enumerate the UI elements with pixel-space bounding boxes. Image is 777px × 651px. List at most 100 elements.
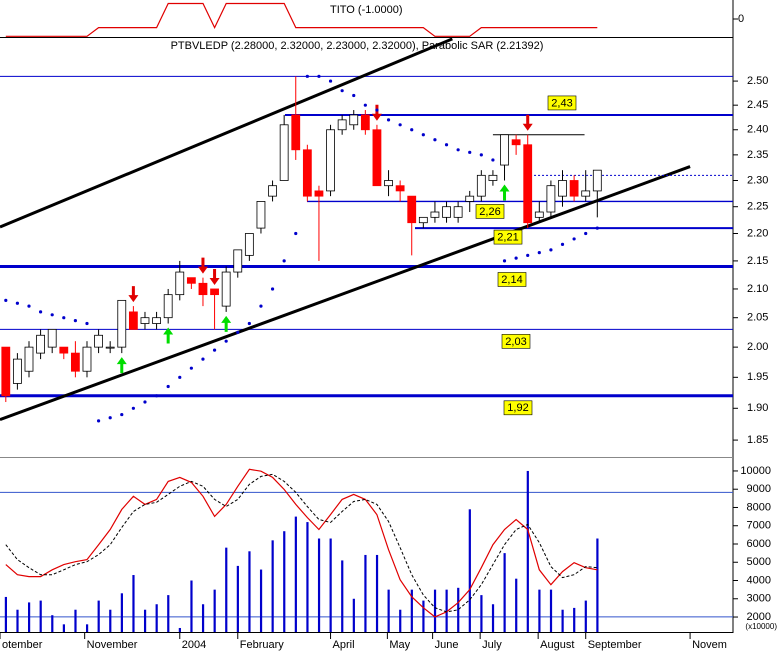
buy-arrow <box>116 357 127 374</box>
volume-bar <box>526 470 529 632</box>
volume-bar <box>109 609 112 632</box>
sar-dot <box>212 348 217 352</box>
sar-dot <box>96 419 101 423</box>
sar-dot <box>27 304 31 308</box>
candle-body <box>70 352 80 372</box>
x-tick-label: November <box>87 639 138 651</box>
sar-dot <box>421 133 425 137</box>
sar-dot <box>444 143 449 147</box>
level-label: 2,14 <box>501 274 522 286</box>
volume-bar <box>387 589 390 632</box>
sar-dot <box>514 256 518 260</box>
volume-bar <box>85 624 89 632</box>
candle-body <box>117 299 127 348</box>
sell-arrow <box>128 286 139 303</box>
candle-body <box>372 129 382 187</box>
volume-bar <box>39 600 42 632</box>
sar-dot <box>120 412 124 417</box>
sar-dot <box>572 237 576 241</box>
y-tick-label: 7000 <box>747 520 771 532</box>
sell-arrow <box>371 104 382 121</box>
volume-bar <box>51 615 54 632</box>
y-tick-label: 2.00 <box>747 341 768 353</box>
y-tick-label: 2.05 <box>747 312 768 324</box>
candle-body <box>500 134 509 166</box>
volume-bar <box>190 580 193 632</box>
volume-bar <box>225 547 228 632</box>
x-tick-label: 2004 <box>182 639 206 651</box>
series-line <box>5 473 598 613</box>
sar-dot <box>410 128 414 132</box>
candle-body <box>476 174 486 197</box>
sar-dot <box>38 310 43 314</box>
candle-body <box>24 346 34 372</box>
x-tick-label: Novem <box>692 639 727 651</box>
x-tick-label: April <box>333 639 355 651</box>
candle-body <box>337 119 347 131</box>
volume-bar <box>132 575 135 632</box>
volume-bar <box>62 624 65 632</box>
sar-dot <box>62 316 66 320</box>
candle-body <box>349 114 359 126</box>
candle-body <box>314 190 324 197</box>
volume-bar <box>433 589 437 632</box>
trend-line <box>0 165 691 422</box>
level-label-box <box>547 95 577 111</box>
series-line <box>5 2 598 37</box>
y-tick-label: 3000 <box>747 593 771 605</box>
y-tick-label: 2.25 <box>747 201 768 213</box>
buy-arrow <box>221 315 232 332</box>
level-label: 2,43 <box>551 97 572 109</box>
candle-body <box>105 346 115 349</box>
volume-bar <box>329 538 332 632</box>
volume-bar <box>97 600 100 632</box>
volume-bar <box>445 589 448 632</box>
candle-body <box>326 129 335 192</box>
sell-arrow <box>522 114 533 131</box>
x-tick-label: June <box>435 639 459 651</box>
candle-body <box>511 139 521 146</box>
volume-bar <box>573 607 576 632</box>
sar-dot <box>236 330 240 334</box>
y-tick-label: 6000 <box>747 538 771 550</box>
sar-dot <box>328 79 333 83</box>
volume-bar <box>143 609 147 632</box>
volume-bar <box>364 554 367 632</box>
sar-dot <box>595 226 599 230</box>
volume-bar <box>352 598 355 632</box>
candle-body <box>488 174 498 181</box>
volume-panel <box>0 468 733 632</box>
candle-body <box>279 124 289 181</box>
level-label-box <box>503 400 533 416</box>
sar-dot <box>456 148 460 152</box>
sar-dot <box>560 242 565 246</box>
candle-body <box>546 185 556 213</box>
sar-dot <box>166 384 170 389</box>
candle-body <box>384 180 393 187</box>
volume-bar <box>120 593 123 632</box>
y-tick-label: 2.35 <box>747 149 768 161</box>
sar-dot <box>282 259 286 263</box>
level-label: 2,26 <box>479 206 500 218</box>
y-tick-label: 2.10 <box>747 283 768 295</box>
y-tick-label: 2.30 <box>747 174 768 186</box>
y-tick-label: 10000 <box>740 465 771 477</box>
sar-dot <box>363 103 367 107</box>
volume-bar <box>306 522 309 632</box>
candle-body <box>94 334 103 348</box>
candle-body <box>256 201 266 229</box>
x-tick-label: May <box>389 639 410 651</box>
candle-body <box>59 346 69 354</box>
volume-bar <box>283 531 286 632</box>
volume-bar <box>503 553 506 632</box>
sar-dot <box>294 231 298 236</box>
sar-dot <box>375 108 379 112</box>
volume-bar <box>271 540 274 632</box>
sar-dot <box>50 313 54 317</box>
candle-body <box>233 249 243 273</box>
x-tick-label: otember <box>2 639 43 651</box>
candle-body <box>175 271 185 296</box>
sar-dot <box>468 150 472 154</box>
